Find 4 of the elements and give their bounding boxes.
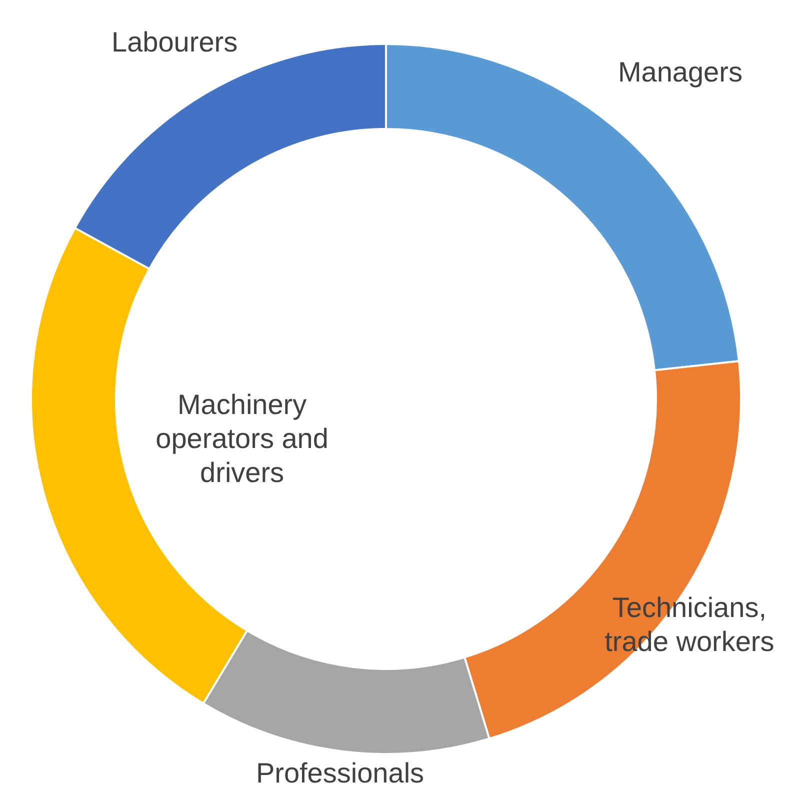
slice-label: Professionals bbox=[256, 756, 424, 788]
slice-label: Machinery operators and drivers bbox=[156, 388, 328, 488]
slice-label: Managers bbox=[618, 56, 742, 88]
slice-label: Labourers bbox=[112, 26, 238, 57]
